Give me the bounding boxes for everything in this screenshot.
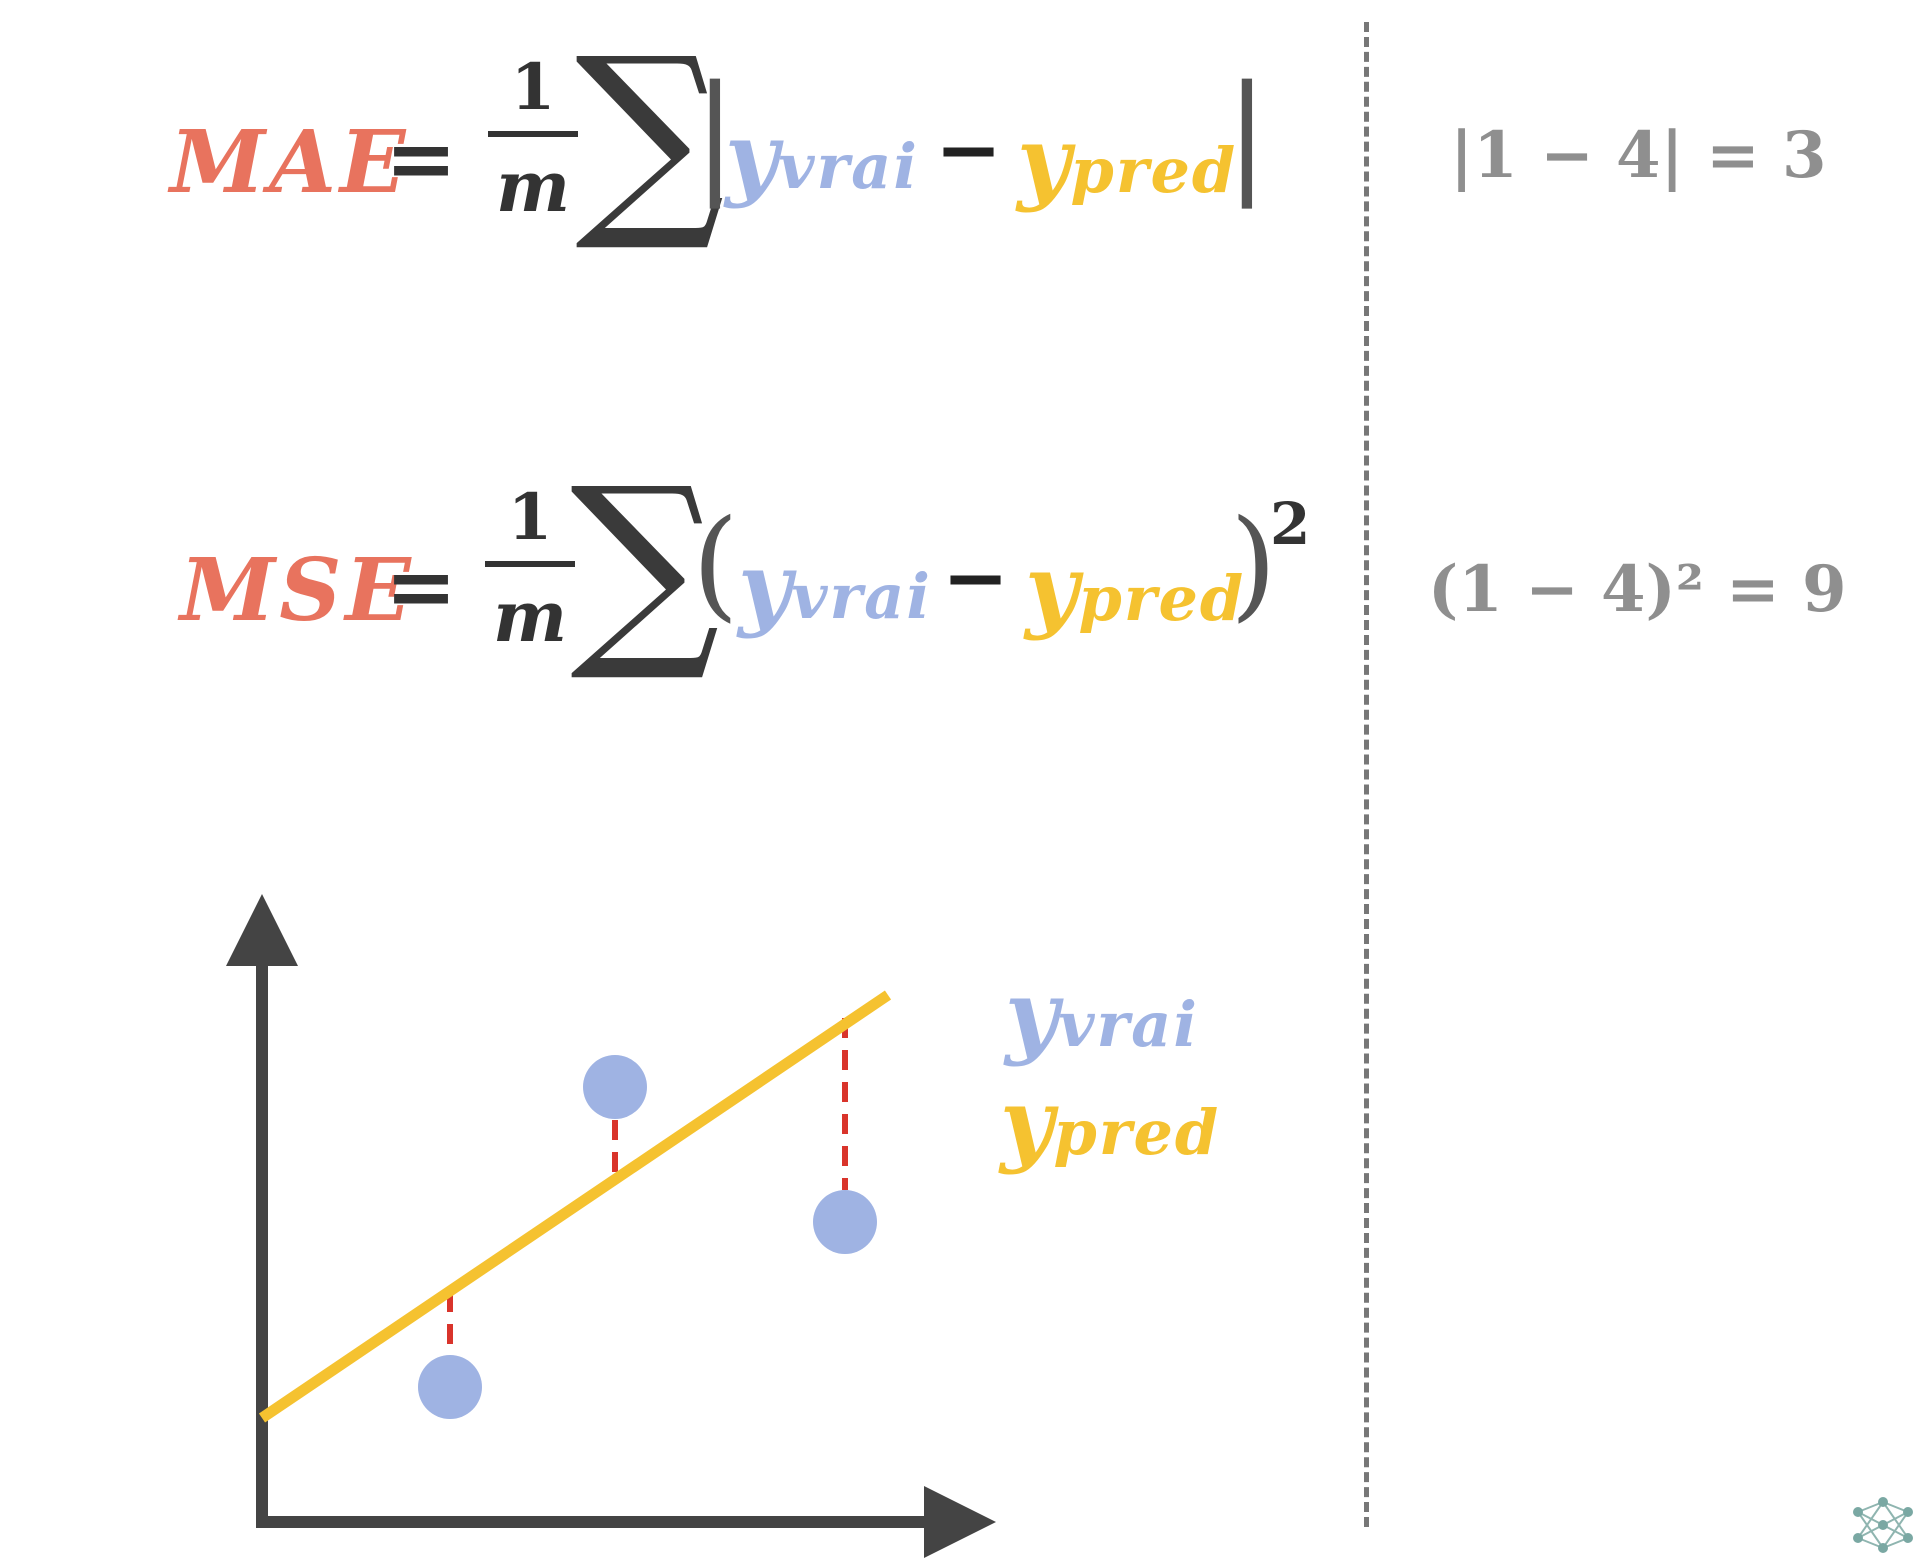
- legend-y-pred-sub: pred: [1053, 1096, 1220, 1169]
- legend-y-true: yvrai: [1005, 960, 1199, 1068]
- legend-y-pred-var: y: [1000, 1068, 1053, 1176]
- neural-network-icon: [1850, 1492, 1916, 1558]
- legend-y-pred: ypred: [1000, 1068, 1220, 1176]
- vertical-divider: [1364, 22, 1369, 1527]
- mae-example: |1 − 4| = 3: [1450, 118, 1827, 193]
- data-point-2: [583, 1055, 647, 1119]
- legend-y-true-var: y: [1005, 960, 1058, 1068]
- data-point-3: [813, 1190, 877, 1254]
- data-point-1: [418, 1355, 482, 1419]
- legend-y-true-sub: vrai: [1058, 988, 1198, 1061]
- mse-example: (1 − 4)² = 9: [1428, 552, 1847, 627]
- regression-diagram: [0, 0, 1300, 1564]
- regression-line: [262, 995, 888, 1418]
